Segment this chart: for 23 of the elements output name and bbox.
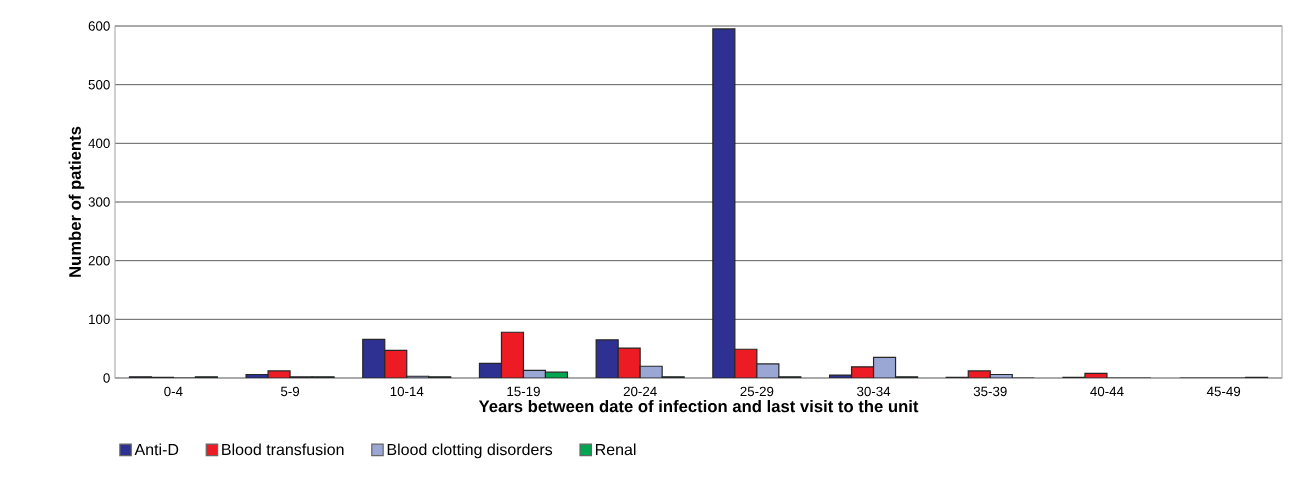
legend-label: Blood transfusion <box>222 443 344 456</box>
x-axis-title: Years between date of infection and last visit to the unit <box>478 399 919 413</box>
x-tick-label: 15-19 <box>507 386 540 397</box>
y-tick-label: 0 <box>103 373 110 383</box>
x-tick-label: 5-9 <box>280 386 300 397</box>
x-tick-label: 25-29 <box>740 386 774 397</box>
x-tick-label: 30-34 <box>857 386 891 397</box>
y-tick-label: 400 <box>88 138 110 149</box>
y-axis-title: Number of patients <box>68 126 85 277</box>
y-tick-label: 100 <box>89 314 110 325</box>
x-tick-label: 35-39 <box>973 386 1007 397</box>
y-tick-label: 500 <box>88 79 110 90</box>
y-tick-label: 600 <box>88 21 110 31</box>
x-tick-label: 0-4 <box>164 386 183 397</box>
x-tick-label: 20-24 <box>623 386 657 397</box>
legend-label: Anti-D <box>134 443 179 456</box>
x-tick-label: 10-14 <box>390 386 424 397</box>
x-tick-label: 40-44 <box>1090 386 1124 397</box>
y-tick-label: 300 <box>88 197 110 207</box>
y-tick-label: 200 <box>88 255 110 266</box>
legend-label: Blood clotting disorders <box>387 443 553 459</box>
x-tick-label: 45-49 <box>1206 386 1241 397</box>
legend-label: Renal <box>595 443 636 456</box>
